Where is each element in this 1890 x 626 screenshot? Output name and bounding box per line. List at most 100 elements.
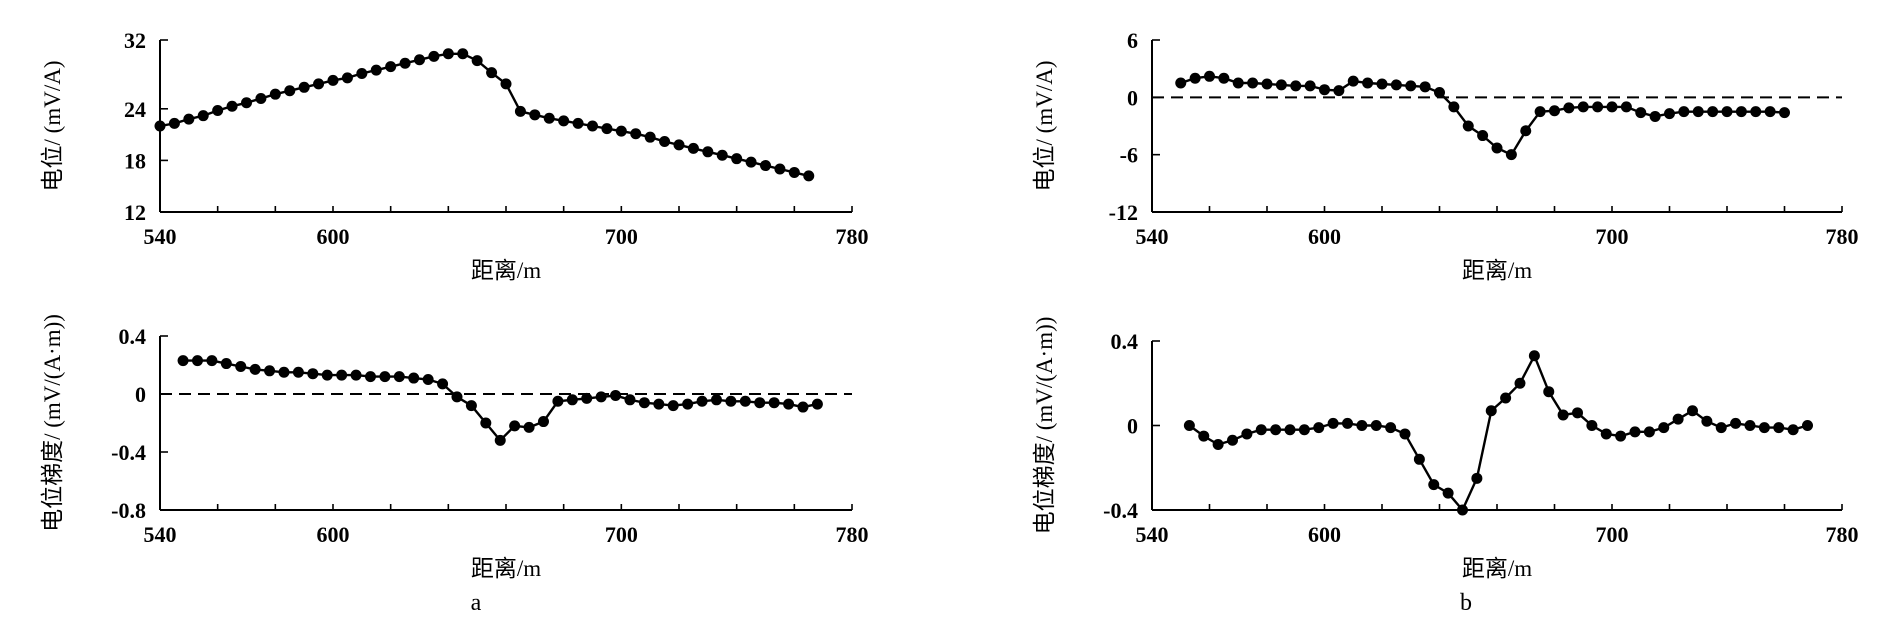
x-axis-title: 距离/m xyxy=(1462,258,1532,283)
data-point xyxy=(1664,108,1675,120)
data-point xyxy=(1356,420,1368,431)
y-tick-label: 0.4 xyxy=(1111,329,1139,354)
data-point xyxy=(321,369,333,381)
x-tick-label: 780 xyxy=(1826,522,1859,547)
data-point xyxy=(278,366,290,378)
data-point xyxy=(1175,77,1187,89)
data-point xyxy=(393,371,405,383)
data-point xyxy=(1658,422,1670,434)
data-point xyxy=(284,85,296,97)
data-point xyxy=(788,166,800,178)
data-point xyxy=(457,48,469,60)
data-point xyxy=(745,156,757,168)
data-point xyxy=(1189,72,1201,84)
data-point xyxy=(566,394,578,406)
data-point xyxy=(630,128,642,140)
data-point xyxy=(774,163,786,175)
data-point xyxy=(1635,107,1647,119)
data-point xyxy=(1405,80,1417,92)
panel-a-potential-chart: 540 600 700 780 12 18 24 32 距离/m 电位/ (mV/A) xyxy=(40,28,869,283)
data-point xyxy=(486,67,498,79)
data-point xyxy=(702,146,714,158)
data-point xyxy=(1701,415,1713,427)
data-point xyxy=(1347,75,1359,87)
data-point xyxy=(552,395,564,407)
data-point xyxy=(437,378,449,390)
x-tick-label: 700 xyxy=(1596,522,1629,547)
data-point xyxy=(414,54,425,66)
panel-b-potential-chart: 540 600 700 780 -12 -6 0 6 距离/m 电位/ (mV/A) xyxy=(1032,28,1859,283)
data-point xyxy=(1549,105,1560,117)
data-point xyxy=(696,395,708,407)
data-point xyxy=(206,355,218,367)
panel-a-gradient-chart: 540 600 700 780 -0.8 -0.4 0 0.4 距离/m 电位梯度/ (mV/(A… xyxy=(40,314,869,581)
x-tick-label: 700 xyxy=(605,522,638,547)
data-point xyxy=(615,125,627,137)
data-point xyxy=(1787,424,1799,436)
data-point xyxy=(226,100,238,112)
y-tick-label: -12 xyxy=(1109,200,1138,225)
data-point xyxy=(1563,102,1575,114)
x-tick-label: 780 xyxy=(836,224,869,249)
data-point xyxy=(1557,409,1569,421)
data-point xyxy=(442,48,454,60)
data-point xyxy=(1687,405,1698,417)
data-point xyxy=(1514,377,1526,389)
data-point xyxy=(754,397,766,409)
data-point xyxy=(739,395,751,407)
data-point xyxy=(644,131,656,143)
data-point xyxy=(1304,80,1316,92)
data-point xyxy=(673,139,685,151)
y-tick-label: -0.8 xyxy=(111,498,146,523)
data-point xyxy=(1241,428,1253,440)
data-point xyxy=(1629,426,1641,438)
data-point xyxy=(1534,106,1546,118)
data-point xyxy=(1247,77,1259,89)
x-tick-label: 540 xyxy=(144,224,177,249)
data-point xyxy=(249,363,261,375)
x-tick-label: 780 xyxy=(836,522,869,547)
data-point xyxy=(1462,120,1474,132)
data-point xyxy=(1764,106,1776,118)
y-axis-title: 电位/ (mV/A) xyxy=(1032,61,1057,192)
x-tick-label: 600 xyxy=(1308,224,1341,249)
data-point xyxy=(529,109,541,121)
data-point xyxy=(183,113,195,125)
data-point xyxy=(659,135,671,147)
data-point xyxy=(327,74,339,86)
y-tick-label: 0 xyxy=(135,382,146,407)
data-point xyxy=(1802,420,1813,431)
y-axis-title: 电位/ (mV/A) xyxy=(40,61,65,192)
data-point xyxy=(1721,106,1733,118)
data-point xyxy=(1399,428,1411,440)
data-point xyxy=(1485,405,1497,417)
data-point xyxy=(1543,386,1555,398)
y-tick-label: 0 xyxy=(1127,414,1138,439)
data-point xyxy=(1370,420,1382,431)
data-point xyxy=(1428,479,1440,491)
data-point xyxy=(379,371,391,383)
data-point xyxy=(1284,424,1296,436)
data-point xyxy=(1649,110,1661,122)
panel-label-a: a xyxy=(471,590,482,616)
data-point xyxy=(1606,101,1618,113)
data-point xyxy=(601,123,613,135)
y-tick-label: 18 xyxy=(124,148,146,173)
data-point xyxy=(471,55,483,67)
data-point xyxy=(1577,101,1589,113)
data-point xyxy=(1779,107,1790,119)
data-point xyxy=(1678,106,1690,118)
data-point xyxy=(408,372,420,384)
data-point xyxy=(1715,422,1727,434)
data-point xyxy=(241,97,252,109)
data-point xyxy=(1333,85,1345,97)
y-tick-label: -0.4 xyxy=(1103,498,1138,523)
data-point xyxy=(212,105,224,117)
data-point xyxy=(307,368,319,380)
data-point xyxy=(1592,101,1604,113)
data-point xyxy=(428,50,440,62)
data-point xyxy=(255,92,267,104)
data-point xyxy=(1471,472,1483,484)
data-point xyxy=(422,374,434,385)
data-point xyxy=(1750,106,1762,118)
